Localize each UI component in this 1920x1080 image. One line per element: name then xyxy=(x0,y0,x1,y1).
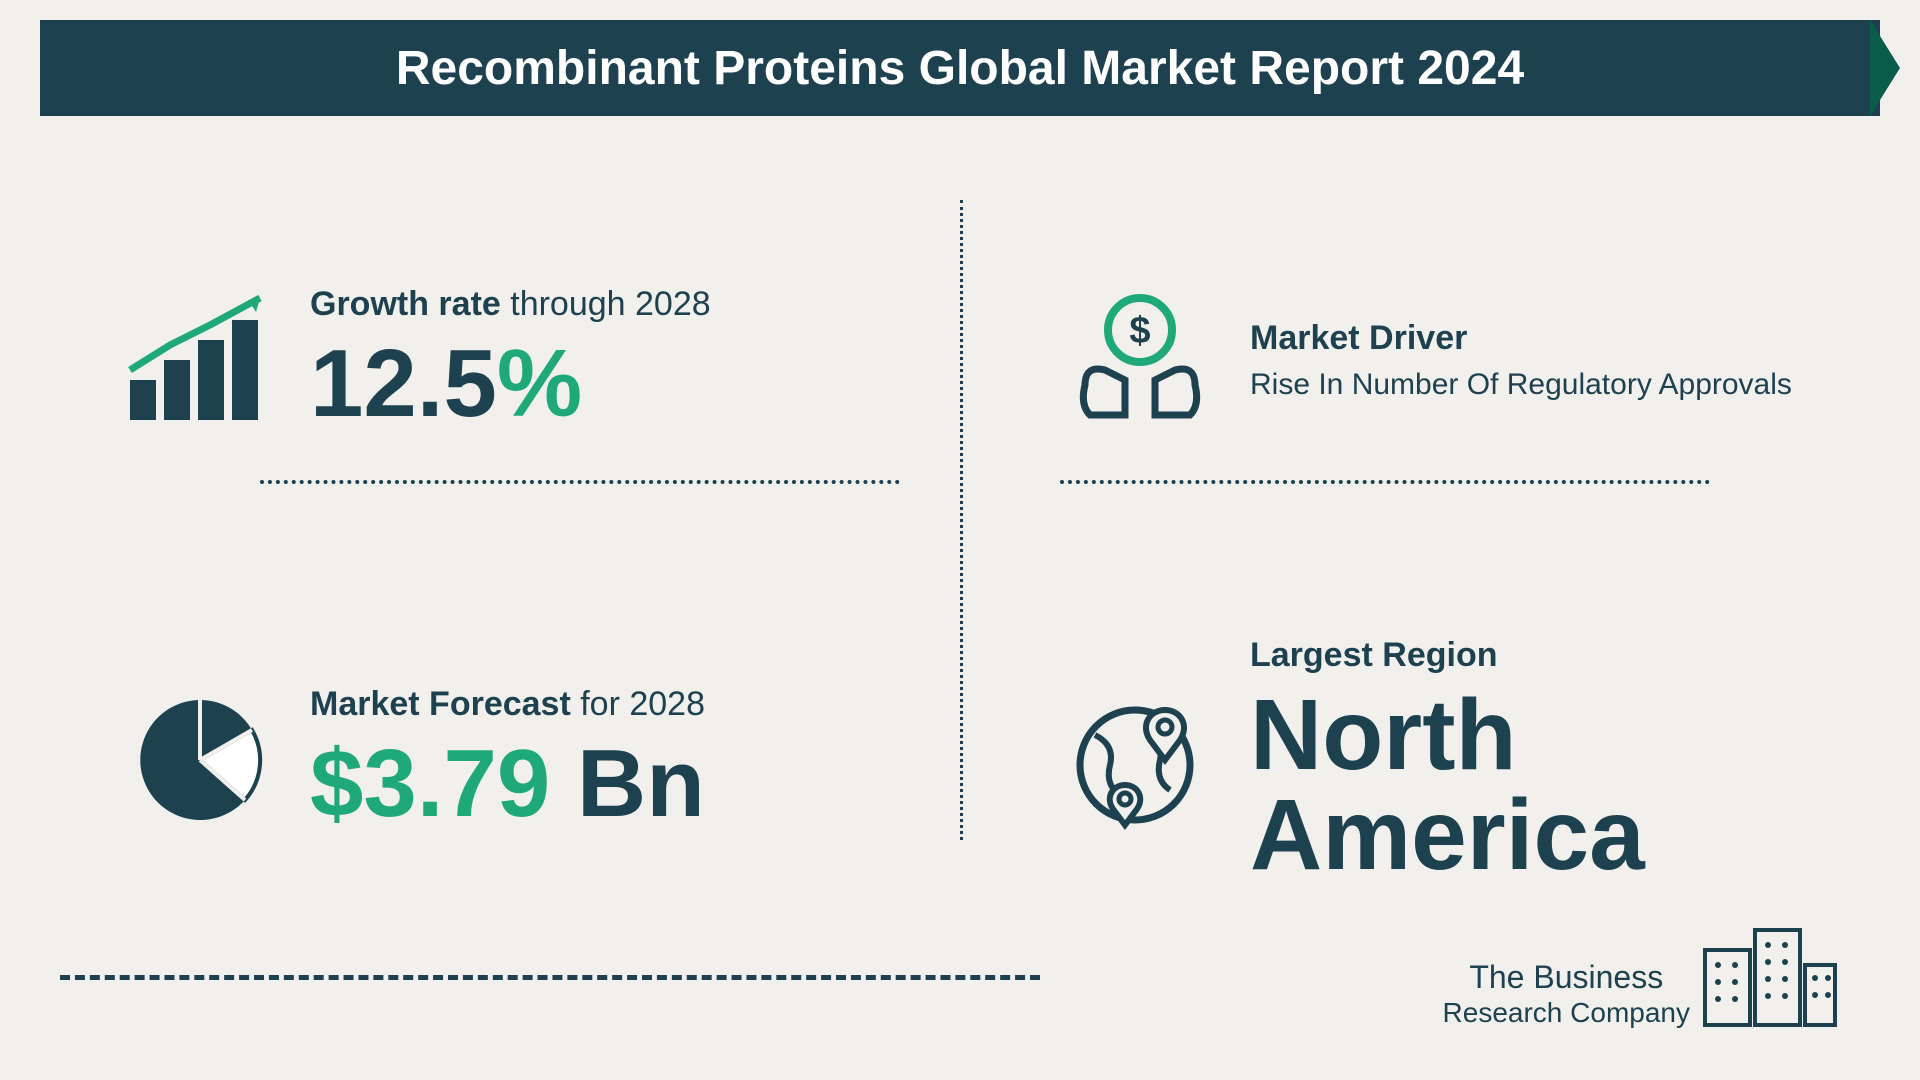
forecast-cell: Market Forecast for 2028 $3.79 Bn xyxy=(120,580,960,940)
growth-chart-icon xyxy=(120,280,280,440)
driver-desc: Rise In Number Of Regulatory Approvals xyxy=(1250,368,1792,402)
money-hands-icon: $ xyxy=(1060,280,1220,440)
logo-line2: Research Company xyxy=(1443,996,1690,1030)
title-bar: Recombinant Proteins Global Market Repor… xyxy=(40,20,1880,116)
driver-label: Market Driver xyxy=(1250,319,1792,358)
footer-dash-line xyxy=(60,975,1040,980)
forecast-value: $3.79 Bn xyxy=(310,734,705,835)
region-label: Largest Region xyxy=(1250,636,1645,675)
logo-buildings-icon xyxy=(1700,910,1840,1030)
growth-cell: Growth rate through 2028 12.5% xyxy=(120,180,960,540)
company-logo: The Business Research Company xyxy=(1443,910,1840,1030)
forecast-label: Market Forecast for 2028 xyxy=(310,685,705,724)
region-value: NorthAmerica xyxy=(1250,685,1645,885)
growth-label: Growth rate through 2028 xyxy=(310,285,711,324)
logo-line1: The Business xyxy=(1443,958,1690,996)
pie-chart-icon xyxy=(120,680,280,840)
region-cell: Largest Region NorthAmerica xyxy=(960,580,1800,940)
page-title: Recombinant Proteins Global Market Repor… xyxy=(396,41,1524,96)
globe-pin-icon xyxy=(1060,680,1220,840)
growth-value: 12.5% xyxy=(310,334,711,435)
driver-cell: $ Market Driver Rise In Number Of Regula… xyxy=(960,180,1800,540)
svg-text:$: $ xyxy=(1129,310,1150,352)
metrics-grid: Growth rate through 2028 12.5% $ Market … xyxy=(120,180,1800,940)
